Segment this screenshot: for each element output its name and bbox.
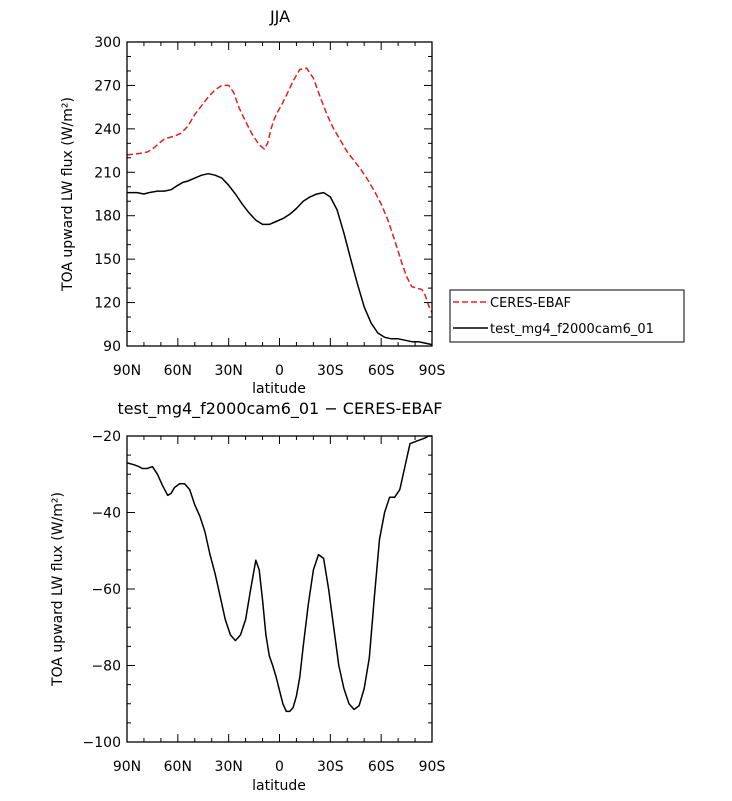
top-y-tick-label: 210: [94, 165, 121, 181]
top-y-tick-labels: 90 120 150 180 210 240 270 300: [94, 35, 121, 355]
legend-label-model: test_mg4_f2000cam6_01: [490, 322, 654, 337]
bottom-y-axis-title: TOA upward LW flux (W/m²): [50, 492, 66, 687]
bottom-plot-frame: [126, 435, 433, 743]
bottom-y-tick-labels: −100 −80 −60 −40 −20: [83, 429, 121, 751]
top-tick-marks: [126, 41, 433, 347]
bottom-x-tick-labels: 90N 60N 30N 0 30S 60S 90S: [113, 759, 446, 775]
bottom-x-tick-label: 60N: [164, 759, 192, 775]
bottom-y-tick-label: −80: [91, 659, 121, 675]
bottom-tick-marks: [126, 435, 433, 743]
top-x-tick-label: 0: [275, 363, 284, 379]
bottom-series-group: [126, 435, 432, 713]
top-chart-title: JJA: [269, 7, 290, 26]
top-y-tick-label: 180: [94, 209, 121, 225]
top-y-tick-label: 150: [94, 252, 121, 268]
top-x-tick-label: 30S: [317, 363, 344, 379]
difference-line: [126, 435, 432, 713]
legend-label-ceres-ebaf: CERES-EBAF: [490, 296, 571, 311]
model-line: [127, 172, 433, 346]
top-x-axis-title: latitude: [252, 381, 306, 397]
top-x-tick-label: 60N: [164, 363, 192, 379]
bottom-panel: test_mg4_f2000cam6_01 − CERES-EBAF 90N 6…: [50, 399, 445, 794]
top-series-group: [126, 67, 433, 346]
bottom-y-tick-label: −60: [91, 582, 121, 598]
legend-box: [449, 289, 685, 343]
bottom-y-tick-label: −40: [91, 506, 121, 522]
legend: CERES-EBAF test_mg4_f2000cam6_01: [449, 289, 685, 343]
bottom-y-tick-label: −20: [91, 429, 121, 445]
bottom-chart-title: test_mg4_f2000cam6_01 − CERES-EBAF: [118, 399, 443, 419]
top-y-tick-label: 240: [94, 122, 121, 138]
bottom-x-tick-label: 60S: [368, 759, 395, 775]
top-x-tick-labels: 90N 60N 30N 0 30S 60S 90S: [113, 363, 446, 379]
bottom-x-tick-label: 90N: [113, 759, 141, 775]
top-plot-frame: [126, 41, 433, 347]
bottom-x-tick-label: 90S: [419, 759, 446, 775]
top-x-tick-label: 90N: [113, 363, 141, 379]
top-y-tick-label: 300: [94, 35, 121, 51]
bottom-y-tick-label: −100: [83, 735, 121, 751]
ceres-ebaf-line: [126, 67, 433, 314]
top-y-tick-label: 90: [103, 339, 121, 355]
top-y-tick-label: 120: [94, 296, 121, 312]
top-y-tick-label: 270: [94, 78, 121, 94]
top-x-tick-label: 60S: [368, 363, 395, 379]
bottom-x-axis-title: latitude: [252, 778, 306, 794]
bottom-x-tick-label: 0: [275, 759, 284, 775]
top-y-axis-title: TOA upward LW flux (W/m²): [60, 97, 76, 292]
bottom-x-tick-label: 30S: [317, 759, 344, 775]
top-x-tick-label: 30N: [215, 363, 243, 379]
top-x-tick-label: 90S: [419, 363, 446, 379]
top-panel: JJA 90N 60N 30N 0 30S 60S 90S 90 120 150…: [60, 7, 445, 397]
bottom-x-tick-label: 30N: [215, 759, 243, 775]
